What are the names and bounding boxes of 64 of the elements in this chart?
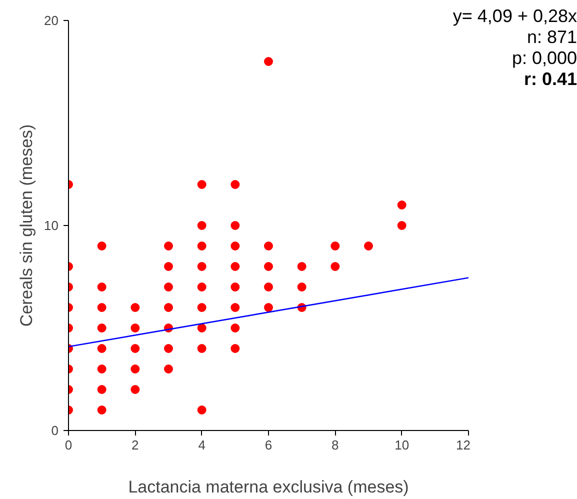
x-tick-label: 0 bbox=[64, 438, 72, 452]
point bbox=[197, 242, 206, 250]
point bbox=[197, 324, 206, 332]
point bbox=[230, 324, 240, 332]
point bbox=[230, 221, 240, 230]
point bbox=[164, 282, 173, 292]
point bbox=[130, 324, 140, 332]
y-tick-label: 20 bbox=[44, 13, 59, 28]
x-tick-label: 8 bbox=[332, 438, 339, 452]
point bbox=[97, 282, 106, 292]
point bbox=[97, 344, 106, 353]
x-tick-label: 6 bbox=[264, 438, 272, 452]
point bbox=[264, 303, 273, 312]
y-axis-title: Cereals sin gluten (meses) bbox=[17, 124, 36, 327]
point bbox=[97, 406, 106, 414]
point bbox=[230, 180, 240, 189]
point bbox=[297, 282, 306, 292]
point bbox=[364, 242, 373, 250]
point bbox=[230, 262, 240, 271]
point bbox=[97, 303, 106, 312]
point bbox=[164, 303, 173, 312]
point bbox=[164, 344, 173, 353]
point bbox=[197, 406, 206, 414]
point bbox=[130, 303, 140, 312]
x-tick-label: 2 bbox=[132, 438, 139, 452]
x-axis-title: Lactancia materna exclusiva (meses) bbox=[128, 478, 409, 496]
point bbox=[264, 262, 273, 271]
x-tick-label: 4 bbox=[198, 438, 206, 452]
point bbox=[230, 344, 240, 353]
point bbox=[197, 180, 206, 189]
annotation: y= 4,09 + 0,28x bbox=[452, 6, 577, 27]
point bbox=[230, 242, 240, 250]
point bbox=[164, 242, 173, 250]
point bbox=[264, 242, 273, 250]
point bbox=[197, 303, 206, 312]
y-tick-label: 0 bbox=[51, 423, 59, 438]
text: p: 0,000 bbox=[510, 48, 577, 69]
point bbox=[197, 282, 206, 292]
point bbox=[230, 303, 240, 312]
point bbox=[330, 262, 340, 271]
point bbox=[397, 221, 406, 230]
text: r: 0.41 bbox=[522, 69, 577, 90]
point bbox=[97, 324, 106, 332]
y-tick-label: 10 bbox=[44, 218, 59, 233]
point bbox=[197, 262, 206, 271]
point bbox=[264, 57, 273, 66]
x-tick-label: 10 bbox=[394, 438, 410, 452]
point bbox=[130, 364, 140, 374]
point bbox=[97, 364, 106, 374]
point bbox=[130, 385, 140, 394]
point bbox=[230, 282, 240, 292]
point bbox=[197, 221, 206, 230]
x-tick-label: 12 bbox=[456, 438, 471, 452]
point bbox=[197, 344, 206, 353]
point bbox=[297, 262, 306, 271]
point bbox=[164, 364, 173, 374]
point bbox=[97, 242, 106, 250]
point bbox=[130, 344, 140, 353]
point bbox=[97, 385, 106, 394]
point bbox=[397, 200, 406, 210]
point bbox=[264, 282, 273, 292]
text: n: 871 bbox=[526, 27, 577, 48]
point bbox=[164, 262, 173, 271]
point bbox=[330, 242, 340, 250]
